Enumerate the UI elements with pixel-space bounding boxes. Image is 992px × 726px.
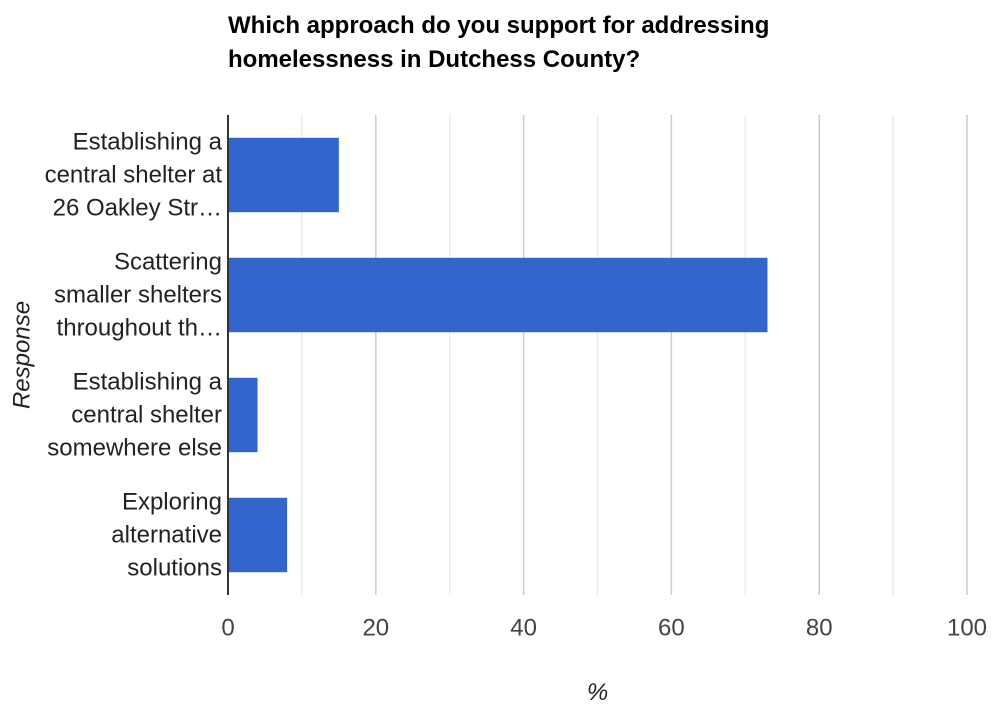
chart-title-line-1: Which approach do you support for addres… [228, 12, 770, 39]
category-label: Establishing a [73, 369, 223, 396]
category-label: somewhere else [47, 435, 222, 462]
category-label: central shelter [71, 402, 222, 429]
chart-title-line-2: homelessness in Dutchess County? [228, 46, 641, 73]
bar [228, 257, 768, 333]
category-label: 26 Oakley Str… [53, 195, 222, 222]
category-label: Establishing a [73, 129, 223, 156]
x-tick-label: 40 [510, 615, 537, 642]
category-label: Scattering [114, 249, 222, 276]
x-tick-label: 80 [806, 615, 833, 642]
bars [228, 137, 768, 573]
bar [228, 137, 339, 213]
category-labels: Establishing a central shelter at 26 Oakle… [45, 129, 223, 582]
x-tick-label: 0 [221, 615, 234, 642]
x-tick-labels: 0 20 40 60 80 100 [221, 615, 987, 642]
x-tick-label: 100 [947, 615, 987, 642]
bar [228, 377, 258, 453]
category-label: central shelter at [45, 162, 223, 189]
gridlines [301, 115, 968, 595]
category-label: Exploring [122, 489, 222, 516]
category-label: alternative [111, 522, 222, 549]
x-tick-label: 20 [362, 615, 389, 642]
category-label: solutions [127, 555, 222, 582]
bar [228, 497, 288, 573]
category-label: throughout th… [57, 315, 222, 342]
y-axis-title: Response [9, 301, 36, 409]
category-label: smaller shelters [54, 282, 222, 309]
x-axis-title: % [587, 679, 608, 706]
x-tick-label: 60 [658, 615, 685, 642]
